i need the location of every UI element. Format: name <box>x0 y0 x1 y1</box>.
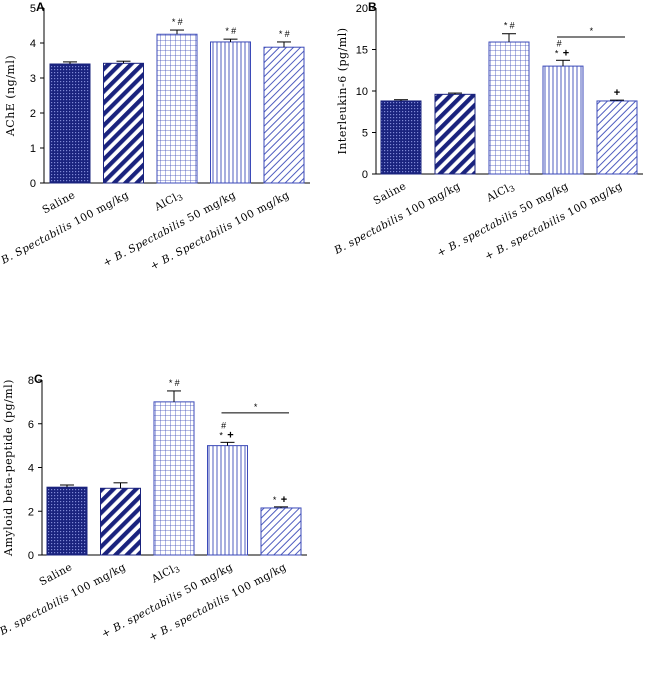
significance-mark: * <box>219 430 223 440</box>
y-tick-label: 2 <box>28 506 34 518</box>
category-label-3: AlCl3 <box>152 189 185 215</box>
bar-4 <box>207 445 248 556</box>
plus-mark: + <box>227 429 233 441</box>
panel-label: A <box>36 0 45 14</box>
y-tick-label: 5 <box>362 128 368 140</box>
significance-mark: * # <box>278 29 290 39</box>
bar-4 <box>210 41 251 184</box>
significance-mark: * # <box>168 378 180 388</box>
bar-3 <box>153 401 195 556</box>
y-axis-label: Amyloid beta-peptide (pg/ml) <box>2 379 15 557</box>
bar-1 <box>380 100 422 175</box>
y-axis-label: AChE (ng/ml) <box>4 55 17 137</box>
y-tick-label: 4 <box>30 38 36 50</box>
category-label-1: Saline <box>37 561 74 588</box>
significance-mark: * # <box>503 21 515 31</box>
bar-5 <box>596 100 638 175</box>
y-tick-label: 6 <box>28 419 34 431</box>
chart-panel-C: C 0 2 4 6 8 Amyloid beta-peptide (pg/ml) Saline… <box>0 372 307 644</box>
y-tick-label: 0 <box>362 169 368 181</box>
bracket-label: * <box>253 402 257 412</box>
bar-2 <box>434 93 476 175</box>
bar-5 <box>260 507 302 556</box>
panel-label: C <box>34 372 43 386</box>
category-label-3: AlCl3 <box>484 180 517 206</box>
y-tick-label: 8 <box>28 375 34 387</box>
hash-mark: # <box>556 38 562 48</box>
bar-2 <box>103 62 144 184</box>
y-tick-label: 2 <box>30 108 36 120</box>
plus-mark: + <box>281 494 287 506</box>
bar-3 <box>488 41 530 175</box>
significance-mark: * <box>554 48 558 58</box>
y-tick-label: 20 <box>356 3 368 15</box>
significance-mark: * # <box>225 26 237 36</box>
bar-1 <box>49 63 91 184</box>
bar-5 <box>263 46 305 184</box>
y-tick-label: 0 <box>28 550 34 562</box>
y-tick-label: 5 <box>30 3 36 15</box>
y-tick-label: 3 <box>30 73 36 85</box>
y-tick-label: 4 <box>28 463 34 475</box>
category-label-1: Saline <box>371 180 408 207</box>
y-tick-label: 0 <box>30 178 36 190</box>
plus-mark: + <box>614 87 620 99</box>
category-label-1: Saline <box>40 189 77 216</box>
category-label-3: AlCl3 <box>149 561 182 587</box>
bracket-label: * <box>589 26 593 36</box>
significance-mark: * <box>272 495 276 505</box>
y-tick-label: 15 <box>356 45 368 57</box>
y-axis-label: Interleukin-6 (pg/ml) <box>336 27 349 154</box>
hash-mark: # <box>221 420 227 430</box>
bar-3 <box>156 33 198 184</box>
bar-4 <box>542 65 584 175</box>
y-tick-label: 10 <box>356 86 368 98</box>
bar-2 <box>100 487 141 556</box>
panel-label: B <box>368 0 377 14</box>
bar-1 <box>46 486 88 556</box>
plus-mark: + <box>563 47 569 59</box>
y-tick-label: 1 <box>30 143 36 155</box>
significance-mark: * # <box>171 17 183 27</box>
